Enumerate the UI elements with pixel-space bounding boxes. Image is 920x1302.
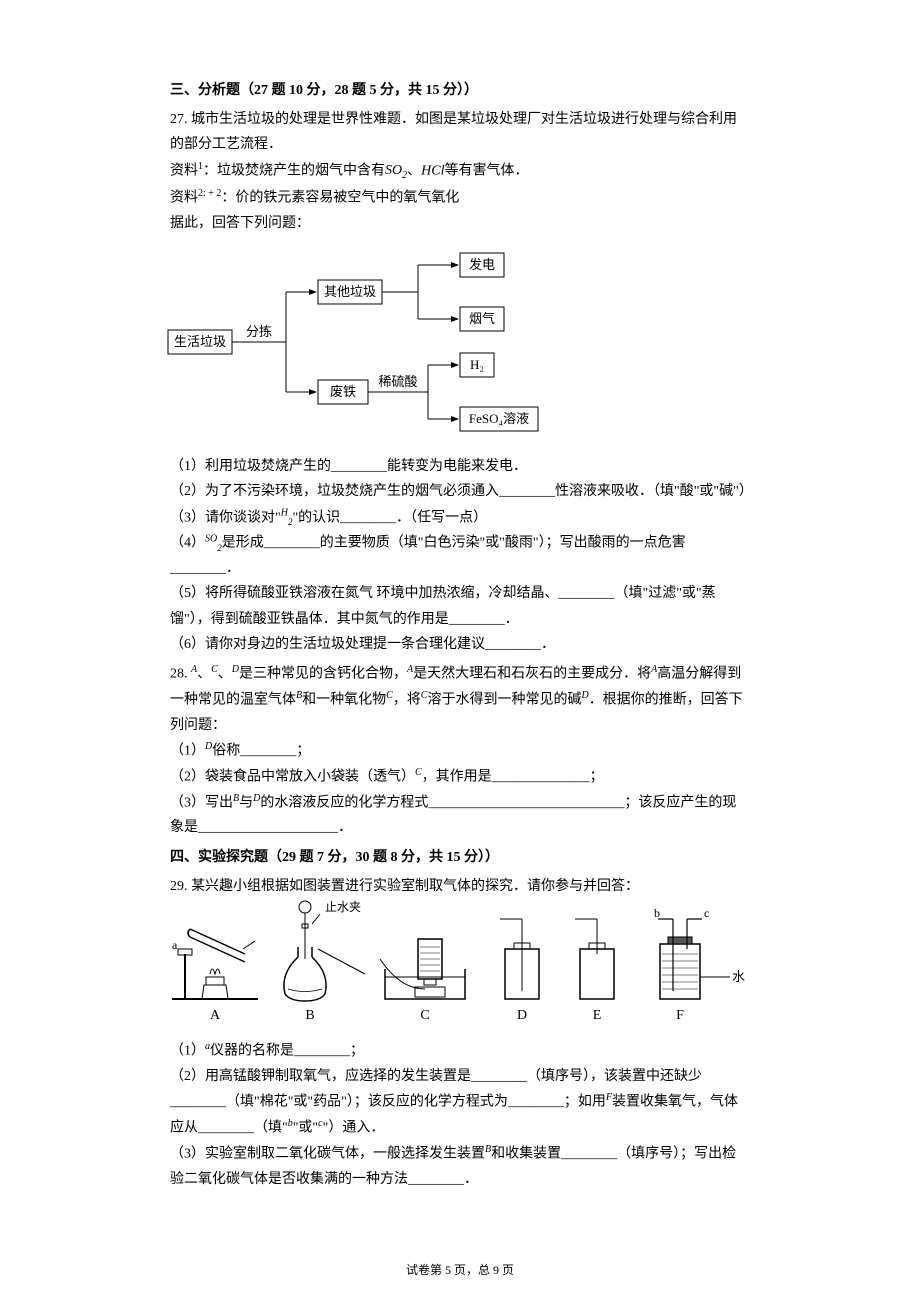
caption-C: C <box>420 1008 429 1023</box>
dilute-acid-label: 稀硫酸 <box>378 374 417 389</box>
sort-label: 分拣 <box>246 324 272 339</box>
flowchart-svg: 生活垃圾 分拣 其他垃圾 废铁 发电 烟气 <box>166 248 546 433</box>
section3-title: 三、分析题（27 题 10 分，28 题 5 分，共 15 分）） <box>170 78 750 103</box>
q29-sub3: （3）实验室制取二氧化碳气体，一般选择发生装置B和收集装置________（填序… <box>170 1141 750 1192</box>
apparatus-E <box>575 919 614 999</box>
q27-resource2: 资料2: + 2：价的铁元素容易被空气中的氧气氧化 <box>170 185 750 211</box>
q27-stem1: 27. 城市生活垃圾的处理是世界性难题．如图是某垃圾处理厂对生活垃圾进行处理与综… <box>170 107 750 157</box>
q27-sub3-h2: H <box>281 508 288 519</box>
q29-stem: 29. 某兴趣小组根据如图装置进行实验室制取气体的探究．请你参与并回答： <box>170 874 750 899</box>
caption-A: A <box>210 1008 221 1023</box>
q28-sub1: （1）D俗称________； <box>170 738 750 764</box>
node-power: 发电 <box>469 257 495 272</box>
q27-sub4-so2: SO <box>205 533 217 544</box>
q27-sub1: （1）利用垃圾焚烧产生的________能转变为电能来发电． <box>170 454 750 479</box>
q28-s1b: 俗称________； <box>212 744 310 759</box>
label-b: b <box>654 906 660 920</box>
q27-sub3-a: （3）请你谈谈对" <box>170 510 281 525</box>
node-smoke: 烟气 <box>469 311 495 326</box>
node-feso4: FeSO₄溶液 <box>469 411 529 426</box>
q28-sub2: （2）袋装食品中常放入小袋装（透气）C，其作用是______________； <box>170 764 750 790</box>
label-water: 水 <box>732 969 745 984</box>
q27-res1-mid: 、 <box>407 163 421 178</box>
q27-sub3: （3）请你谈谈对"H2"的认识________．（任写一点） <box>170 505 750 531</box>
q29-s1a: （1） <box>170 1044 205 1059</box>
q28-s1a: （1） <box>170 744 205 759</box>
caption-B: B <box>305 1008 314 1023</box>
caption-F: F <box>676 1008 684 1023</box>
caption-E: E <box>593 1008 602 1023</box>
q27-sub2: （2）为了不污染环境，垃圾焚烧产生的烟气必须通入________性溶液来吸收．（… <box>170 479 750 504</box>
q27-res2-num: 2: + 2 <box>198 188 221 199</box>
apparatus-F: b c 水 <box>654 906 745 999</box>
apparatus-A: a <box>172 929 258 999</box>
q29-s2d: "）通入． <box>323 1121 385 1136</box>
q28-sub3: （3）写出B与D的水溶液反应的化学方程式____________________… <box>170 790 750 841</box>
q28-g: 和一种氧化物 <box>302 693 386 708</box>
q27-so2: SO2 <box>385 163 407 178</box>
q28-s3b: 与 <box>239 795 253 810</box>
q27-hcl: HCl <box>421 163 444 178</box>
q29-s1b: 仪器的名称是________； <box>210 1044 364 1059</box>
q27-res1-prefix: 资料 <box>170 163 198 178</box>
q29-apparatus-figure: a 止水夹 <box>170 899 750 1038</box>
apparatus-svg: a 止水夹 <box>170 899 750 1029</box>
label-c: c <box>704 906 709 920</box>
q27-res1-text: ：垃圾焚烧产生的烟气中含有 <box>203 163 385 178</box>
q28-D2: D <box>581 690 588 701</box>
q28-i: 溶于水得到一种常见的碱 <box>427 693 581 708</box>
q29-sub2: （2）用高锰酸钾制取氧气，应选择的发生装置是________（填序号），该装置中… <box>170 1064 750 1141</box>
q28-C1: C <box>211 664 218 675</box>
q27-sub5: （5）将所得硫酸亚铁溶液在氮气 环境中加热浓缩，冷却结晶、________（填"… <box>170 581 750 631</box>
q28-D1: D <box>232 664 239 675</box>
q29-s2c: "或" <box>293 1121 318 1136</box>
q28-h: ，将 <box>393 693 421 708</box>
q27-sub4: （4）SO2是形成________的主要物质（填"白色污染"或"酸雨"）；写出酸… <box>170 530 750 581</box>
label-stopcock: 止水夹 <box>325 900 361 914</box>
q27-sub4-a: （4） <box>170 536 205 551</box>
apparatus-D <box>500 919 539 999</box>
q28-s3a: （3）写出 <box>170 795 233 810</box>
label-a: a <box>172 938 178 952</box>
q28-d: 是三种常见的含钙化合物， <box>239 667 407 682</box>
node-other-garbage: 其他垃圾 <box>324 284 376 299</box>
q28-s2a: （2）袋装食品中常放入小袋装（透气） <box>170 769 415 784</box>
q27-sub3-b: "的认识________．（任写一点） <box>292 510 487 525</box>
q29-sub1: （1）a仪器的名称是________； <box>170 1038 750 1064</box>
q27-sub4-b: 是形成________的主要物质（填"白色污染"或"酸雨"）；写出酸雨的一点危害… <box>170 536 686 576</box>
q27-stem2: 据此，回答下列问题： <box>170 211 750 236</box>
page-footer: 试卷第 5 页，总 9 页 <box>0 1260 920 1282</box>
q28-stem: 28. A、C、D是三种常见的含钙化合物，A是天然大理石和石灰石的主要成分．将A… <box>170 661 750 738</box>
q27-res2-text: ：价的铁元素容易被空气中的氧气氧化 <box>221 191 459 206</box>
q27-flowchart: 生活垃圾 分拣 其他垃圾 废铁 发电 烟气 <box>166 248 750 442</box>
question-27: 27. 城市生活垃圾的处理是世界性难题．如图是某垃圾处理厂对生活垃圾进行处理与综… <box>170 107 750 657</box>
q27-res2-prefix: 资料 <box>170 191 198 206</box>
q29-s3a: （3）实验室制取二氧化碳气体，一般选择发生装置 <box>170 1147 485 1162</box>
q28-a: 28. <box>170 667 191 682</box>
q28-e: 是天然大理石和石灰石的主要成分．将 <box>413 667 651 682</box>
so2-symbol: SO <box>385 163 402 178</box>
q28-sep1: 、 <box>197 667 211 682</box>
node-waste-iron: 废铁 <box>330 384 356 399</box>
question-28: 28. A、C、D是三种常见的含钙化合物，A是天然大理石和石灰石的主要成分．将A… <box>170 661 750 841</box>
node-h2: H₂ <box>470 357 484 372</box>
section4-title: 四、实验探究题（29 题 7 分，30 题 8 分，共 15 分）） <box>170 845 750 870</box>
q28-s2C: C <box>415 767 422 778</box>
apparatus-C <box>380 939 465 999</box>
q27-sub6: （6）请你对身边的生活垃圾处理提一条合理化建议________． <box>170 632 750 657</box>
caption-D: D <box>517 1008 527 1023</box>
q28-C2: C <box>386 690 393 701</box>
q28-sep2: 、 <box>218 667 232 682</box>
apparatus-B: 止水夹 <box>284 900 365 1001</box>
node-life-garbage: 生活垃圾 <box>174 334 226 349</box>
q27-resource1: 资料1：垃圾焚烧产生的烟气中含有SO2、HCl等有害气体． <box>170 158 750 185</box>
question-29: 29. 某兴趣小组根据如图装置进行实验室制取气体的探究．请你参与并回答： a <box>170 874 750 1192</box>
q27-res1-tail: 等有害气体． <box>444 163 528 178</box>
q28-s2b: ，其作用是______________； <box>422 769 604 784</box>
